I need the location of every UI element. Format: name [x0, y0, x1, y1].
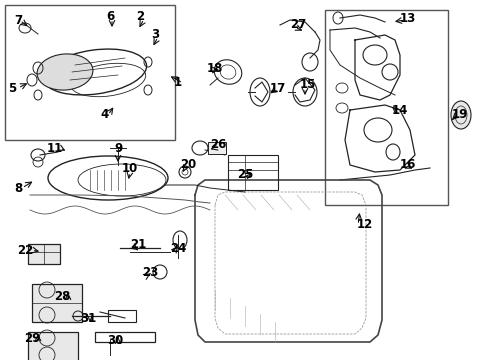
Text: 15: 15 [300, 78, 316, 91]
Text: 26: 26 [210, 139, 226, 152]
Bar [32, 284, 82, 322]
Text: 28: 28 [54, 289, 70, 302]
Bar [28, 332, 78, 360]
Ellipse shape [37, 54, 93, 90]
Text: 18: 18 [207, 62, 223, 75]
Text: 31: 31 [80, 311, 96, 324]
Text: 24: 24 [170, 242, 186, 255]
Bar [208, 142, 226, 154]
Text: 20: 20 [180, 158, 196, 171]
Ellipse shape [451, 101, 471, 129]
Text: 27: 27 [290, 18, 306, 31]
Text: 6: 6 [106, 10, 114, 23]
Text: 25: 25 [237, 168, 253, 181]
Bar [325, 10, 448, 205]
Text: 22: 22 [17, 243, 33, 256]
Bar [5, 5, 175, 140]
Text: 23: 23 [142, 266, 158, 279]
Bar [108, 310, 136, 322]
Text: 5: 5 [8, 81, 16, 94]
Text: 3: 3 [151, 28, 159, 41]
Text: 14: 14 [392, 104, 408, 117]
Text: 8: 8 [14, 181, 22, 194]
Bar [228, 155, 278, 190]
Text: 2: 2 [136, 10, 144, 23]
Text: 16: 16 [400, 158, 416, 171]
Text: 21: 21 [130, 238, 146, 252]
Text: 17: 17 [270, 81, 286, 94]
Text: 11: 11 [47, 141, 63, 154]
Text: 12: 12 [357, 219, 373, 231]
Bar [28, 244, 60, 264]
Bar [95, 332, 155, 342]
Text: 10: 10 [122, 162, 138, 175]
Text: 9: 9 [114, 141, 122, 154]
Text: 7: 7 [14, 13, 22, 27]
Text: 29: 29 [24, 332, 40, 345]
Text: 1: 1 [174, 77, 182, 90]
Text: 13: 13 [400, 12, 416, 24]
Text: 30: 30 [107, 333, 123, 346]
Text: 19: 19 [452, 108, 468, 122]
Text: 4: 4 [101, 108, 109, 122]
